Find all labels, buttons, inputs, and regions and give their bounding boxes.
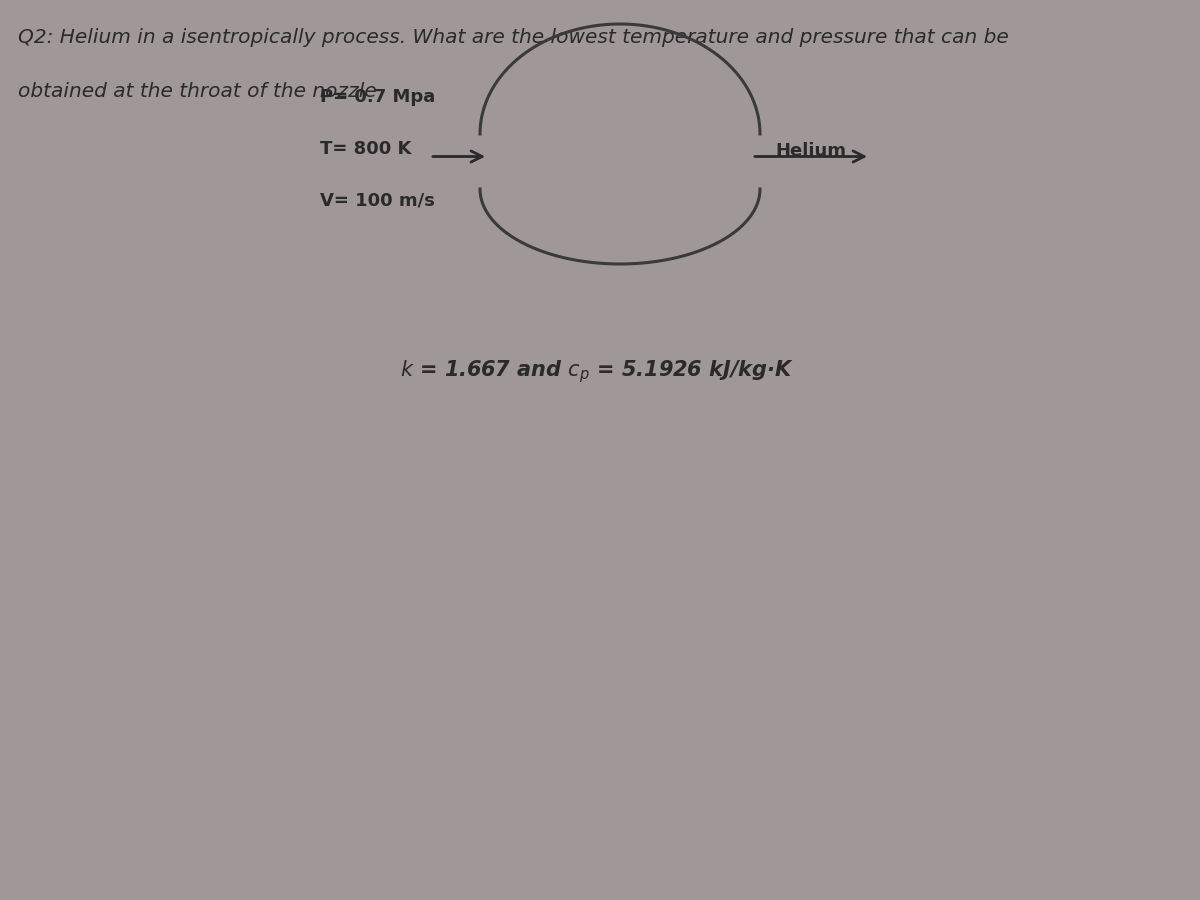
Text: P= 0.7 Mpa: P= 0.7 Mpa: [320, 87, 436, 105]
Text: $k$ = 1.667 and $c_p$ = 5.1926 kJ/kg·K: $k$ = 1.667 and $c_p$ = 5.1926 kJ/kg·K: [400, 358, 794, 385]
Text: T= 800 K: T= 800 K: [320, 140, 412, 158]
Text: Q2: Helium in a isentropically process. What are the lowest temperature and pres: Q2: Helium in a isentropically process. …: [18, 28, 1009, 47]
Text: obtained at the throat of the nozzle: obtained at the throat of the nozzle: [18, 82, 377, 101]
Text: Helium: Helium: [775, 142, 846, 160]
Text: V= 100 m/s: V= 100 m/s: [320, 192, 434, 210]
